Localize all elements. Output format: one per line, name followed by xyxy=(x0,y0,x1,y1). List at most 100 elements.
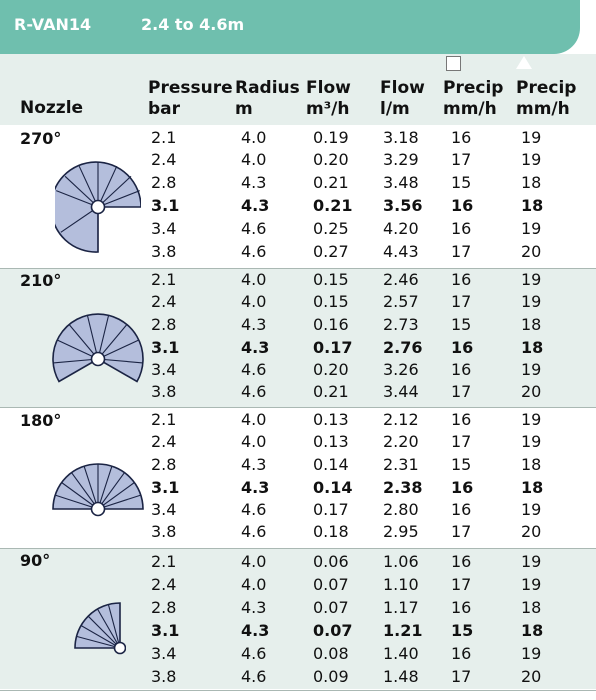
radius-cell: 4.6 xyxy=(241,219,267,238)
radius-cell: 4.6 xyxy=(241,522,267,541)
radius-cell: 4.0 xyxy=(241,128,267,147)
radius-cell: 4.6 xyxy=(241,667,267,686)
pressure-cell: 3.4 xyxy=(151,219,177,238)
radius-cell: 4.0 xyxy=(241,292,267,311)
pressure-cell: 3.4 xyxy=(151,644,177,663)
radius-cell: 4.6 xyxy=(241,360,267,379)
table-row: 3.4 4.6 0.08 1.40 16 19 xyxy=(0,643,596,663)
flow-lm-cell: 1.17 xyxy=(383,598,419,617)
precip-square-cell: 17 xyxy=(451,150,472,169)
flow-m3h-cell: 0.13 xyxy=(313,410,349,429)
table-row-rated: 3.1 4.3 0.14 2.38 16 18 xyxy=(0,477,596,497)
pressure-cell: 2.1 xyxy=(151,410,177,429)
precip-triangle-cell: 19 xyxy=(521,432,542,451)
table-row: 2.8 4.3 0.16 2.73 15 18 xyxy=(0,314,596,334)
pressure-cell: 3.1 xyxy=(151,196,180,215)
precip-square-cell: 17 xyxy=(451,242,472,261)
flow-lm-cell: 2.12 xyxy=(383,410,419,429)
precip-triangle-column-header: Precip mm/h xyxy=(516,78,576,120)
flow-lm-cell: 2.46 xyxy=(383,270,419,289)
precip-square-cell: 16 xyxy=(451,338,474,357)
flow-lm-header-label: Flow xyxy=(380,78,425,98)
flow-lm-cell: 1.40 xyxy=(383,644,419,663)
pressure-cell: 3.1 xyxy=(151,621,180,640)
flow-m3h-cell: 0.07 xyxy=(313,621,353,640)
precip-square-cell: 16 xyxy=(451,478,474,497)
pressure-cell: 3.1 xyxy=(151,478,180,497)
precip-square-cell: 17 xyxy=(451,575,472,594)
precip-triangle-cell: 19 xyxy=(521,150,542,169)
pressure-cell: 3.1 xyxy=(151,338,180,357)
flow-m3h-cell: 0.15 xyxy=(313,292,349,311)
flow-m3h-cell: 0.19 xyxy=(313,128,349,147)
pressure-cell: 3.4 xyxy=(151,500,177,519)
square-spacing-icon xyxy=(446,56,461,71)
nozzle-270-icon xyxy=(55,161,141,253)
flow-m3h-cell: 0.06 xyxy=(313,552,349,571)
precip-square-cell: 15 xyxy=(451,173,472,192)
flow-m3h-cell: 0.16 xyxy=(313,315,349,334)
nozzle-210-icon xyxy=(52,313,144,383)
precip-triangle-cell: 20 xyxy=(521,242,542,261)
pressure-cell: 3.8 xyxy=(151,522,177,541)
radius-cell: 4.0 xyxy=(241,410,267,429)
radius-cell: 4.6 xyxy=(241,644,267,663)
flow-m3h-cell: 0.08 xyxy=(313,644,349,663)
precip-square-cell: 15 xyxy=(451,315,472,334)
flow-lm-cell: 1.21 xyxy=(383,621,423,640)
pressure-header-label: Pressure xyxy=(148,78,233,98)
flow-m3h-cell: 0.17 xyxy=(313,500,349,519)
radius-cell: 4.3 xyxy=(241,478,270,497)
radius-cell: 4.0 xyxy=(241,432,267,451)
radius-cell: 4.0 xyxy=(241,270,267,289)
precip-square-cell: 16 xyxy=(451,219,472,238)
table-row: 2.4 4.0 0.15 2.57 17 19 xyxy=(0,291,596,311)
pressure-cell: 2.8 xyxy=(151,315,177,334)
table-row: 2.1 4.0 0.13 2.12 16 19 xyxy=(0,409,596,429)
flow-lm-cell: 1.48 xyxy=(383,667,419,686)
flow-lm-header-unit: l/m xyxy=(380,99,410,119)
flow-lm-cell: 2.38 xyxy=(383,478,423,497)
radius-cell: 4.6 xyxy=(241,500,267,519)
flow-m3h-cell: 0.21 xyxy=(313,382,349,401)
precip-triangle-cell: 20 xyxy=(521,522,542,541)
precip-square-header-unit: mm/h xyxy=(443,99,497,119)
flow-lm-cell: 3.56 xyxy=(383,196,423,215)
group-divider xyxy=(0,268,596,269)
nozzle-label-90: 90° xyxy=(20,551,51,570)
radius-column-header: Radius m xyxy=(235,78,300,120)
precip-square-cell: 17 xyxy=(451,292,472,311)
radius-cell: 4.3 xyxy=(241,196,270,215)
precip-triangle-header-label: Precip xyxy=(516,78,577,98)
flow-lm-cell: 3.29 xyxy=(383,150,419,169)
flow-m3h-cell: 0.09 xyxy=(313,667,349,686)
precip-triangle-cell: 18 xyxy=(521,315,542,334)
flow-lm-cell: 2.31 xyxy=(383,455,419,474)
flow-m3h-cell: 0.18 xyxy=(313,522,349,541)
precip-triangle-cell: 20 xyxy=(521,382,542,401)
nozzle-group-210: 210° 2.1 4.0 0.15 2.46 16 19 2.4 4.0 0.1… xyxy=(0,269,596,407)
nozzle-column-header: Nozzle xyxy=(20,98,84,118)
precip-square-cell: 16 xyxy=(451,644,472,663)
flow-lm-cell: 3.48 xyxy=(383,173,419,192)
flow-lm-cell: 1.06 xyxy=(383,552,419,571)
pressure-cell: 2.1 xyxy=(151,270,177,289)
flow-m3h-cell: 0.14 xyxy=(313,478,353,497)
nozzle-180-icon xyxy=(52,463,144,517)
precip-square-cell: 16 xyxy=(451,270,472,289)
table-row: 2.1 4.0 0.15 2.46 16 19 xyxy=(0,269,596,289)
precip-square-column-header: Precip mm/h xyxy=(443,78,503,120)
table-row: 3.8 4.6 0.09 1.48 17 20 xyxy=(0,666,596,686)
precip-triangle-cell: 19 xyxy=(521,128,542,147)
flow-m3h-cell: 0.14 xyxy=(313,455,349,474)
table-row: 2.8 4.3 0.07 1.17 16 18 xyxy=(0,597,596,617)
precip-square-cell: 16 xyxy=(451,500,472,519)
group-divider xyxy=(0,548,596,549)
precip-square-cell: 16 xyxy=(451,360,472,379)
table-row: 2.4 4.0 0.20 3.29 17 19 xyxy=(0,149,596,169)
flow-m3h-cell: 0.07 xyxy=(313,598,349,617)
precip-triangle-cell: 18 xyxy=(521,478,544,497)
flow-m3h-cell: 0.13 xyxy=(313,432,349,451)
pressure-cell: 2.1 xyxy=(151,552,177,571)
